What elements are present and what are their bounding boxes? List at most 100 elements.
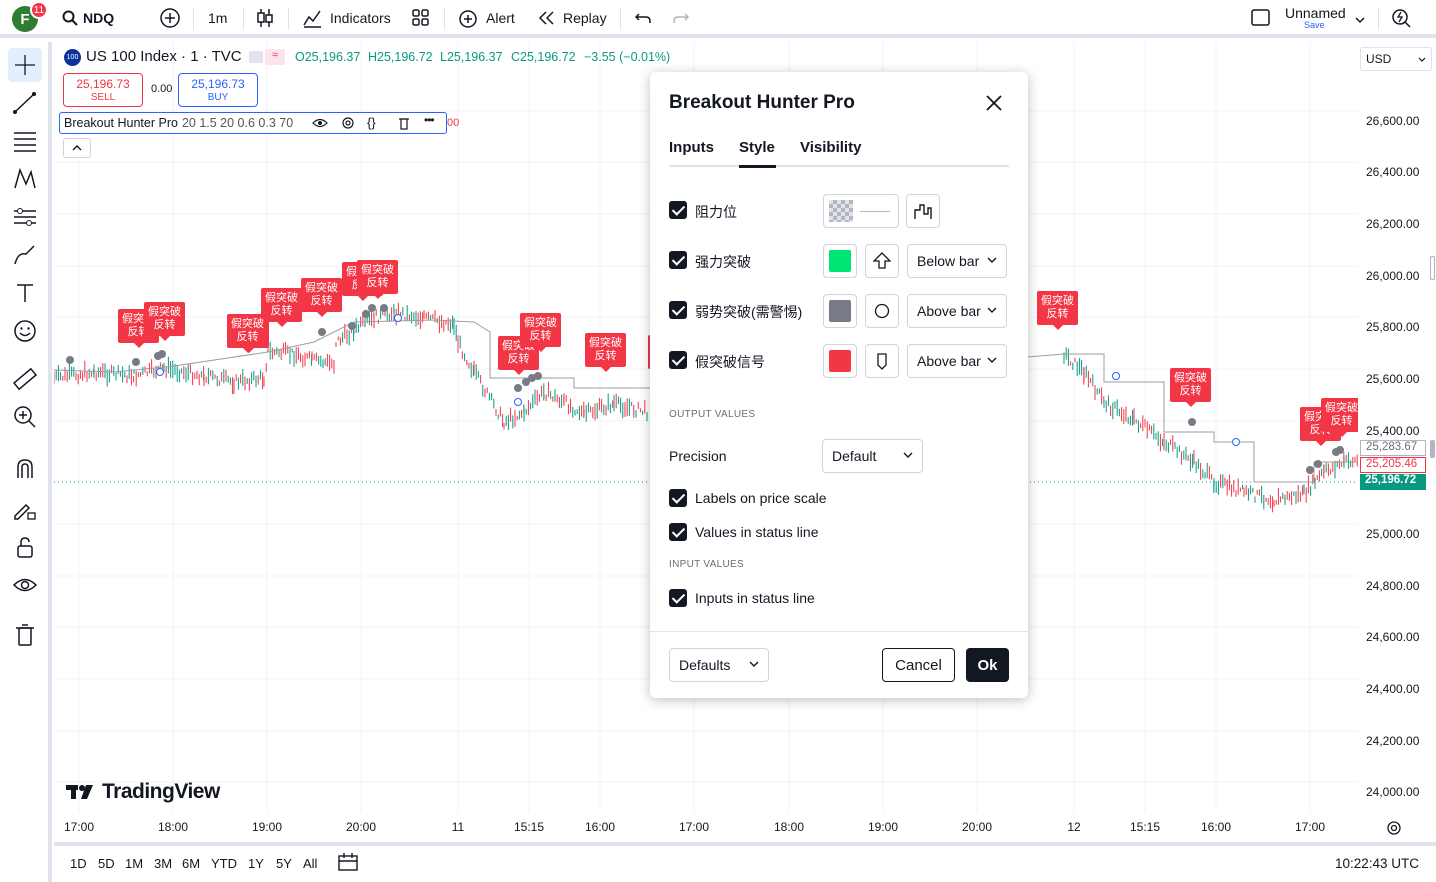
magnet-tool[interactable]	[8, 452, 42, 486]
zoom-tool[interactable]	[8, 400, 42, 434]
sell-button[interactable]: 25,196.73 SELL	[63, 73, 143, 107]
interval-button[interactable]: 1m	[208, 0, 227, 36]
eye-icon[interactable]	[312, 117, 328, 129]
symbol-title[interactable]: US 100 Index · 1 · TVC	[86, 48, 242, 65]
scale-edge-handle[interactable]	[1430, 256, 1435, 280]
forecast-tool[interactable]	[8, 200, 42, 234]
dialog-title: Breakout Hunter Pro	[669, 92, 855, 113]
row-4-color-button[interactable]	[823, 344, 857, 378]
scale-scroll-handle[interactable]	[1430, 440, 1435, 458]
row-3-checkbox[interactable]	[669, 301, 687, 319]
tab-visibility[interactable]: Visibility	[800, 139, 862, 156]
more-icon[interactable]: •••	[424, 113, 435, 127]
range-1m[interactable]: 1M	[125, 856, 144, 871]
collapse-legend-button[interactable]	[63, 138, 91, 158]
row-2-location-select[interactable]: Below bar	[907, 244, 1007, 278]
range-3m[interactable]: 3M	[154, 856, 173, 871]
brush-tool[interactable]	[8, 238, 42, 272]
price-tick: 26,000.00	[1366, 269, 1420, 283]
layout-name[interactable]: Unnamed	[1285, 5, 1346, 21]
symbol-search[interactable]: NDQ	[62, 0, 114, 36]
alert-label: Alert	[486, 10, 515, 26]
layout-save[interactable]: Save	[1304, 20, 1325, 30]
replay-button[interactable]: Replay	[538, 0, 607, 36]
time-axis[interactable]: 17:00 18:00 19:00 20:00 11 15:15 16:00 17:00 18:…	[54, 812, 1358, 842]
cancel-button[interactable]: Cancel	[882, 648, 955, 682]
row-4-checkbox[interactable]	[669, 351, 687, 369]
precision-select[interactable]: Default	[822, 439, 923, 473]
row-3-color-button[interactable]	[823, 294, 857, 328]
fib-tool[interactable]	[8, 124, 42, 158]
defaults-select[interactable]: Defaults	[669, 648, 769, 682]
goto-date-button[interactable]	[337, 852, 359, 877]
layouts-button[interactable]	[411, 0, 431, 36]
range-1y[interactable]: 1Y	[248, 856, 264, 871]
trash-icon[interactable]	[398, 116, 410, 130]
lock-tool[interactable]	[8, 530, 42, 564]
settings-icon[interactable]	[341, 116, 355, 130]
false-breakout-label: 假突破反转	[227, 314, 268, 353]
range-5d[interactable]: 5D	[98, 856, 115, 871]
tab-style[interactable]: Style	[739, 139, 775, 156]
undo-button[interactable]	[634, 0, 652, 36]
row-1-checkbox[interactable]	[669, 201, 687, 219]
row-3-location-select[interactable]: Above bar	[907, 294, 1007, 328]
labels-on-price-scale-checkbox[interactable]	[669, 489, 687, 507]
weak-breakout-dot	[1314, 460, 1322, 468]
label-line-2: 反转	[153, 319, 176, 331]
compare-button[interactable]	[159, 0, 181, 36]
currency-select[interactable]: USD	[1360, 47, 1432, 71]
row-4-location-value: Above bar	[917, 353, 981, 369]
source-code-icon[interactable]: {}	[367, 115, 376, 130]
false-breakout-label: 假突破反转	[1037, 291, 1078, 330]
layout-menu-chevron[interactable]	[1355, 12, 1365, 30]
remove-tool[interactable]	[8, 618, 42, 652]
price-chart[interactable]	[54, 42, 1358, 812]
ohlc-low: L25,196.37	[440, 50, 503, 64]
row-4-location-select[interactable]: Above bar	[907, 344, 1007, 378]
hide-tool[interactable]	[8, 568, 42, 602]
crosshair-tool[interactable]	[8, 48, 42, 82]
measure-tool[interactable]	[8, 362, 42, 396]
chart-type-button[interactable]	[256, 0, 274, 36]
crosshair-icon	[15, 55, 35, 75]
alert-button[interactable]: Alert	[457, 0, 515, 36]
trendline-tool[interactable]	[8, 86, 42, 120]
row-3-shape-button[interactable]	[865, 294, 899, 328]
text-tool[interactable]	[8, 276, 42, 310]
close-button[interactable]	[984, 93, 1004, 118]
range-1d[interactable]: 1D	[70, 856, 87, 871]
values-in-status-line-checkbox[interactable]	[669, 523, 687, 541]
inputs-in-status-line-checkbox[interactable]	[669, 589, 687, 607]
drawing-mode-tool[interactable]	[8, 492, 42, 526]
row-4-shape-button[interactable]	[865, 344, 899, 378]
clock[interactable]: 10:22:43 UTC	[1335, 856, 1420, 871]
indicator-legend[interactable]: Breakout Hunter Pro 20 1.5 20 0.6 0.3 70…	[59, 112, 447, 134]
replay-label: Replay	[563, 10, 607, 26]
row-1-label: 阻力位	[695, 204, 737, 220]
redo-button[interactable]	[672, 0, 690, 36]
range-5y[interactable]: 5Y	[276, 856, 292, 871]
pattern-tool[interactable]	[8, 162, 42, 196]
row-1-plot-type[interactable]	[906, 194, 940, 228]
arrow-up-icon	[873, 252, 891, 269]
row-2-shape-button[interactable]	[865, 244, 899, 278]
range-6m[interactable]: 6M	[182, 856, 201, 871]
price-scale[interactable]: USD 26,600.00 26,400.00 26,200.00 26,000.00…	[1358, 42, 1436, 842]
indicators-button[interactable]: Indicators	[302, 0, 391, 36]
tab-inputs[interactable]: Inputs	[669, 139, 714, 156]
settings-icon[interactable]	[1386, 820, 1402, 836]
ohlc-change: −3.55 (−0.01%)	[584, 50, 671, 64]
row-1-line-style[interactable]	[823, 194, 899, 228]
quick-search-button[interactable]	[1390, 0, 1412, 36]
time-tick: 19:00	[867, 820, 899, 834]
row-2-color-button[interactable]	[823, 244, 857, 278]
range-all[interactable]: All	[303, 856, 318, 871]
layout-checkbox[interactable]	[1251, 0, 1271, 36]
ok-button[interactable]: Ok	[966, 648, 1009, 682]
buy-button[interactable]: 25,196.73 BUY	[178, 73, 258, 107]
row-2-checkbox[interactable]	[669, 251, 687, 269]
range-ytd[interactable]: YTD	[211, 856, 237, 871]
price-tick: 24,200.00	[1366, 734, 1420, 748]
icon-tool[interactable]	[8, 314, 42, 348]
